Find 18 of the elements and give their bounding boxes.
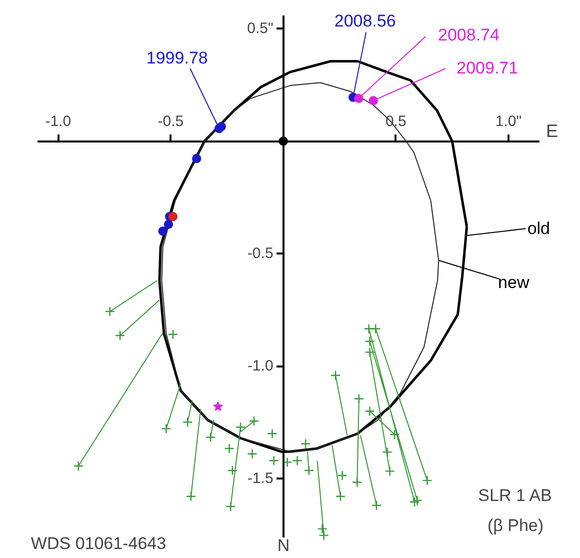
annotation: (β Phe) [487, 516, 544, 535]
x-axis-title: E [546, 121, 558, 142]
annotation: 2009.71 [456, 58, 518, 78]
annotation: 2008.74 [438, 25, 500, 44]
annotation: N [277, 536, 290, 555]
annotation: 2008.56 [334, 11, 396, 30]
x-tick-label: -1.0 [45, 113, 72, 130]
annotation: SLR 1 AB [478, 486, 552, 505]
annotation: WDS 01061-4643 [30, 534, 166, 553]
y-tick-label: -1.0 [247, 358, 274, 375]
annotation: 1999.78 [146, 48, 208, 68]
annotation: new [498, 272, 530, 292]
y-tick-label: -0.5 [247, 245, 274, 262]
x-tick-label: -0.5 [158, 113, 184, 130]
y-tick-label: 0.5" [247, 20, 274, 38]
y-tick-label: -1.5 [247, 470, 274, 488]
x-tick-label: 1.0" [495, 113, 522, 130]
annotation: old [527, 219, 550, 238]
